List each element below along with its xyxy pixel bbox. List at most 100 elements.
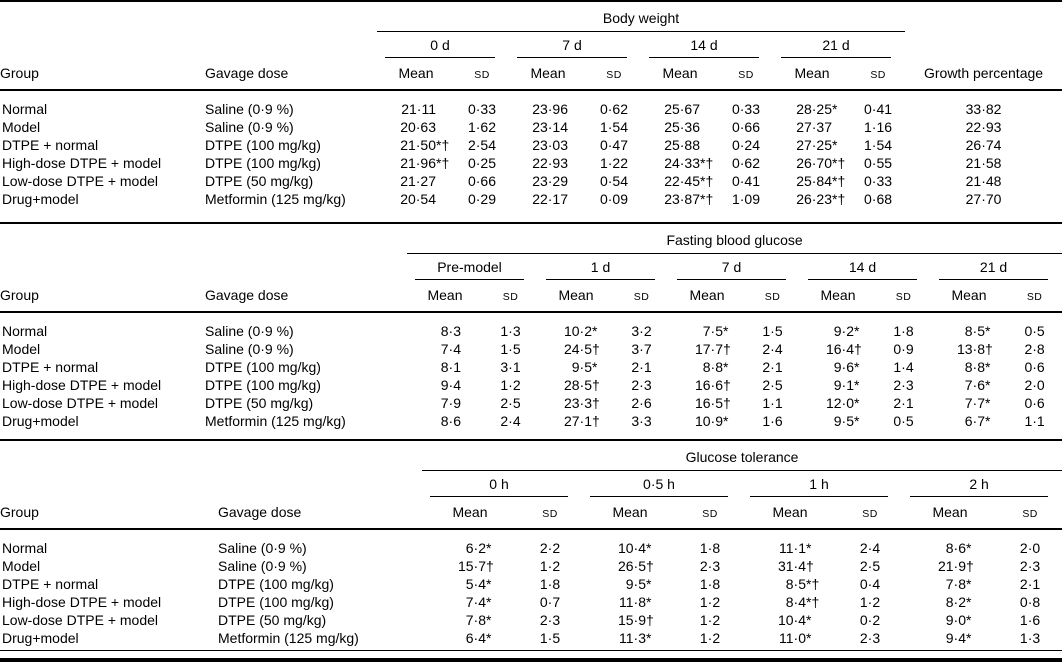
- sd-cell: 2·4: [762, 341, 783, 357]
- mean-value: 21·27: [400, 173, 436, 189]
- mean-value: 28·25: [796, 101, 832, 117]
- sd-cell: 2·1: [762, 359, 783, 375]
- group-cell: Model: [2, 119, 41, 135]
- sd-cell: 1·6: [1019, 612, 1041, 628]
- dose-cell: DTPE (100 mg/kg): [205, 359, 321, 375]
- table-row: Drug+model Metformin (125 mg/kg) 6·4* 1·5 11…: [0, 629, 1062, 651]
- mean-cell: 23·03: [509, 136, 587, 154]
- timepoint-label: 2 h: [969, 476, 989, 492]
- timepoint-underline: 21 d: [781, 32, 892, 58]
- mean-value: 28·5: [563, 377, 592, 393]
- mean-value: 23·3: [563, 395, 592, 411]
- dose-cell: DTPE (100 mg/kg): [205, 155, 321, 171]
- growth-percentage-cell: 21·58: [965, 155, 1002, 171]
- mean-cell: 8·1: [407, 358, 483, 376]
- dose-cell: Saline (0·9 %): [205, 341, 294, 357]
- sd-cell: 1·54: [599, 119, 629, 135]
- mean-value: 21·50: [400, 137, 436, 153]
- mean-cell: 23·87*†: [641, 190, 719, 224]
- mean-cell: 22·17: [509, 190, 587, 224]
- mean-cell: 9·2*: [833, 323, 860, 339]
- mean-value: 23·87: [664, 191, 700, 207]
- mean-value: 10·2: [563, 323, 592, 339]
- mean-cell: 9·4*: [902, 629, 998, 651]
- mean-value: 23·03: [532, 137, 568, 153]
- group-cell: Normal: [2, 540, 48, 556]
- sd-cell: 0·8: [1019, 594, 1041, 610]
- mean-cell: 16·5†: [694, 395, 731, 411]
- timepoint-cell: 7 d: [509, 32, 641, 58]
- mean-value: 8·5: [785, 576, 806, 592]
- sd-cell: 2·2: [539, 540, 561, 556]
- timepoint-underline: 1 h: [750, 471, 888, 497]
- sd-cell: 1·09: [719, 190, 773, 224]
- mean-cell: 8·5*†: [785, 576, 820, 592]
- mean-value: 7·4: [465, 594, 486, 610]
- group-column-header: Group: [0, 497, 218, 530]
- spanner-row: Glucose tolerance: [0, 441, 1062, 471]
- timepoint-underline: 2 h: [910, 471, 1049, 497]
- group-cell: High-dose DTPE + model: [2, 155, 162, 171]
- mean-value: 22·45: [664, 173, 700, 189]
- group-cell: Normal: [2, 101, 48, 117]
- dose-cell: DTPE (50 mg/kg): [205, 173, 314, 189]
- group-cell: DTPE + normal: [2, 359, 99, 375]
- mean-cell: 28·5†: [563, 377, 600, 393]
- mean-value: 8·1: [440, 359, 461, 375]
- timepoint-cell: 0 d: [377, 32, 509, 58]
- mean-value: 22·17: [532, 191, 568, 207]
- sd-cell: 0·2: [859, 612, 881, 628]
- sd-cell: 0·5: [1024, 323, 1045, 339]
- mean-value: 8·6: [945, 540, 966, 556]
- sd-cell: 2·6: [631, 395, 652, 411]
- mean-value: 8·2: [945, 594, 966, 610]
- table-row: High-dose DTPE + model DTPE (100 mg/kg) 9·…: [0, 376, 1062, 394]
- mean-value: 9·4: [945, 630, 966, 646]
- sd-cell: 3·2: [631, 323, 652, 339]
- table-bottom-rule: [0, 658, 1062, 662]
- sd-cell: 0·55: [864, 155, 893, 171]
- table-section-body-weight: Body weight 0 d 7 d 14 d 21 d Group Gavage dos…: [0, 0, 1062, 224]
- mean-cell: 6·2*: [465, 540, 492, 556]
- mean-value: 10·4: [617, 540, 646, 556]
- mean-column-header: Mean: [931, 280, 1007, 313]
- mean-value: 15·9: [617, 612, 646, 628]
- mean-cell: 25·67: [641, 90, 719, 118]
- table-row: Model Saline (0·9 %) 20·63 1·62 23·14 1·54 25·…: [0, 118, 1062, 136]
- mean-cell: 11·1*: [779, 540, 812, 556]
- sd-column-header: SD: [483, 280, 538, 313]
- mean-value: 9·0: [945, 612, 966, 628]
- table-row: DTPE + normal DTPE (100 mg/kg) 8·1 3·1 9·5* 2…: [0, 358, 1062, 376]
- table-row: Drug+model Metformin (125 mg/kg) 20·54 0·29…: [0, 190, 1062, 224]
- timepoint-cell: 0 h: [422, 471, 582, 497]
- mean-cell: 16·6†: [694, 377, 731, 393]
- timepoint-underline: 0·5 h: [590, 471, 728, 497]
- dose-cell: DTPE (100 mg/kg): [205, 377, 321, 393]
- mean-cell: 22·45*†: [664, 173, 714, 189]
- timepoint-row: 0 h 0·5 h 1 h 2 h: [0, 471, 1062, 497]
- mean-value: 8·5: [964, 323, 985, 339]
- group-cell: DTPE + normal: [2, 137, 99, 153]
- mean-column-header: Mean: [422, 497, 518, 530]
- group-cell: Model: [2, 558, 41, 574]
- mean-cell: 23·96: [509, 90, 587, 118]
- dose-cell: DTPE (50 mg/kg): [218, 612, 327, 628]
- mean-value: 13·8: [956, 341, 985, 357]
- mean-cell: 27·37: [773, 118, 851, 136]
- mean-value: 6·7: [964, 413, 985, 429]
- timepoint-label: 7 d: [721, 259, 742, 275]
- mean-cell: 22·93: [509, 154, 587, 172]
- timepoint-label: 0 d: [430, 37, 450, 53]
- mean-column-header: Mean: [641, 58, 719, 91]
- timepoint-label: 14 d: [690, 37, 718, 53]
- mean-cell: 9·5*: [571, 359, 598, 375]
- mean-cell: 23·14: [509, 118, 587, 136]
- dose-cell: Saline (0·9 %): [205, 323, 294, 339]
- mean-value: 21·9: [937, 558, 966, 574]
- dose-cell: Saline (0·9 %): [218, 558, 307, 574]
- mean-value: 16·5: [694, 395, 723, 411]
- timepoint-underline: Pre-model: [415, 254, 524, 280]
- table-row: Normal Saline (0·9 %) 6·2* 2·2 10·4* 1·8 11·1*…: [0, 529, 1062, 557]
- mean-value: 7·4: [440, 341, 461, 357]
- sd-cell: 2·4: [483, 412, 538, 441]
